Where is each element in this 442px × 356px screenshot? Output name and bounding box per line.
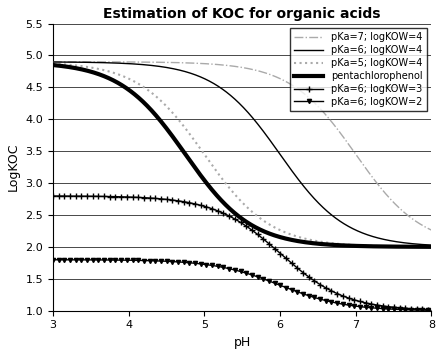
pentachlorophenol	[352, 244, 358, 248]
pKa=6; logKOW=3	[203, 205, 209, 209]
pKa=5; logKOW=4	[89, 66, 94, 70]
Line: pKa=6; logKOW=4: pKa=6; logKOW=4	[53, 62, 431, 245]
pKa=6; logKOW=4	[352, 227, 358, 232]
pKa=5; logKOW=4	[310, 238, 316, 242]
pKa=6; logKOW=2	[89, 258, 94, 262]
Line: pKa=5; logKOW=4: pKa=5; logKOW=4	[53, 64, 431, 247]
pKa=6; logKOW=4	[203, 77, 209, 82]
pKa=6; logKOW=4	[50, 60, 56, 64]
Title: Estimation of KOC for organic acids: Estimation of KOC for organic acids	[103, 7, 381, 21]
pentachlorophenol	[310, 241, 316, 245]
pKa=7; logKOW=4	[50, 60, 56, 64]
pKa=6; logKOW=2	[203, 262, 209, 267]
pKa=7; logKOW=4	[352, 151, 358, 155]
pKa=6; logKOW=2	[352, 304, 358, 308]
pKa=5; logKOW=4	[217, 173, 222, 178]
pKa=7; logKOW=4	[310, 99, 316, 104]
Line: pKa=6; logKOW=2: pKa=6; logKOW=2	[51, 258, 434, 312]
pKa=5; logKOW=4	[50, 62, 56, 66]
pKa=7; logKOW=4	[429, 228, 434, 232]
pentachlorophenol	[203, 180, 209, 184]
pKa=6; logKOW=3	[352, 298, 358, 302]
pKa=6; logKOW=3	[429, 308, 434, 312]
pKa=6; logKOW=4	[89, 60, 94, 64]
pKa=6; logKOW=2	[429, 308, 434, 313]
pentachlorophenol	[217, 197, 222, 201]
Line: pentachlorophenol: pentachlorophenol	[53, 65, 431, 247]
pKa=6; logKOW=3	[346, 296, 351, 300]
pKa=6; logKOW=2	[346, 303, 351, 307]
Line: pKa=6; logKOW=3: pKa=6; logKOW=3	[50, 193, 434, 313]
pKa=7; logKOW=4	[346, 141, 351, 146]
pKa=6; logKOW=3	[310, 278, 316, 282]
pKa=6; logKOW=4	[310, 195, 316, 199]
pKa=6; logKOW=3	[217, 210, 222, 214]
pentachlorophenol	[89, 70, 94, 74]
pKa=7; logKOW=4	[89, 60, 94, 64]
pKa=6; logKOW=2	[50, 258, 56, 262]
pKa=6; logKOW=4	[429, 243, 434, 247]
Y-axis label: LogKOC: LogKOC	[7, 143, 20, 192]
pKa=7; logKOW=4	[217, 63, 222, 67]
pKa=6; logKOW=4	[346, 224, 351, 228]
pKa=5; logKOW=4	[203, 155, 209, 159]
Line: pKa=7; logKOW=4: pKa=7; logKOW=4	[53, 62, 431, 230]
pKa=7; logKOW=4	[203, 62, 209, 66]
pKa=5; logKOW=4	[429, 245, 434, 249]
pKa=6; logKOW=3	[50, 194, 56, 198]
pKa=6; logKOW=3	[89, 194, 94, 198]
pKa=6; logKOW=2	[310, 295, 316, 299]
Legend: pKa=7; logKOW=4, pKa=6; logKOW=4, pKa=5; logKOW=4, pentachlorophenol, pKa=6; log: pKa=7; logKOW=4, pKa=6; logKOW=4, pKa=5;…	[290, 28, 427, 111]
pentachlorophenol	[346, 244, 351, 248]
pKa=6; logKOW=4	[217, 85, 222, 89]
pentachlorophenol	[429, 245, 434, 249]
X-axis label: pH: pH	[234, 336, 251, 349]
pKa=5; logKOW=4	[346, 242, 351, 247]
pKa=6; logKOW=2	[217, 265, 222, 269]
pKa=5; logKOW=4	[352, 243, 358, 247]
pentachlorophenol	[50, 63, 56, 67]
